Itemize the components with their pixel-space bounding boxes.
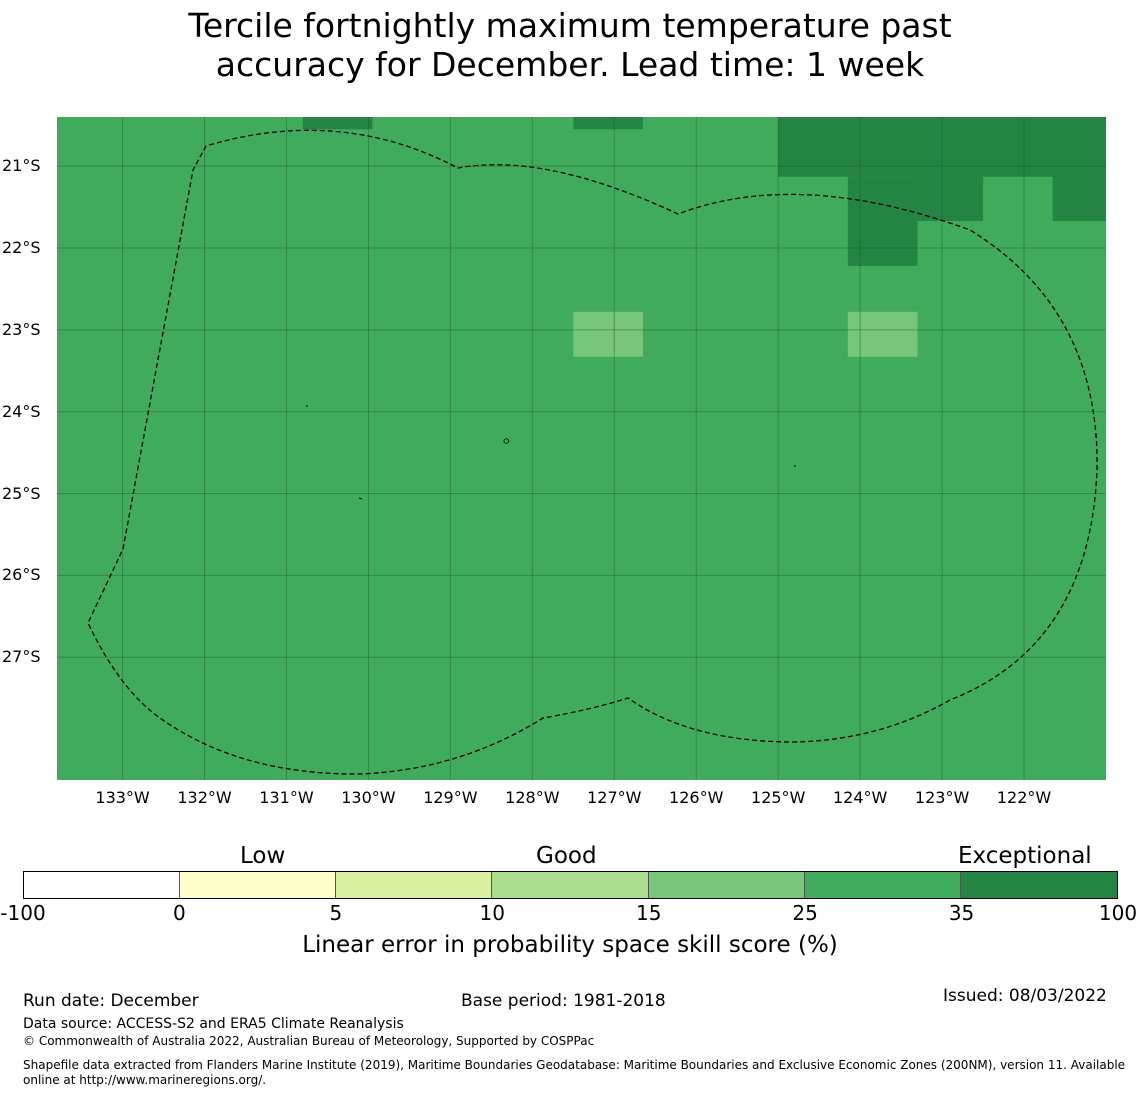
- colorbar-segment: [24, 872, 181, 898]
- longitude-label: 133°W: [95, 788, 150, 807]
- skill-cell: [1052, 117, 1106, 221]
- colorbar-segment: [804, 872, 961, 898]
- latitude-label: 22°S: [2, 237, 41, 257]
- colorbar-segment: [180, 872, 337, 898]
- skill-cells: [302, 117, 1106, 357]
- graticule: [57, 117, 1106, 780]
- skill-cell: [573, 117, 643, 130]
- skill-cell: [847, 176, 918, 266]
- colorbar-tick-label: 35: [948, 901, 975, 925]
- longitude-label: 123°W: [914, 788, 970, 807]
- longitude-label: 127°W: [587, 788, 642, 807]
- skill-cell: [573, 311, 643, 357]
- longitude-label: 124°W: [832, 788, 888, 807]
- colorbar-tick-label: 15: [635, 901, 662, 925]
- eez-boundary: [87, 129, 1098, 775]
- longitude-label: 129°W: [423, 788, 478, 807]
- latitude-label: 24°S: [2, 401, 41, 421]
- latitude-label: 23°S: [2, 319, 41, 339]
- latitude-label: 21°S: [2, 156, 41, 176]
- colorbar-segment: [492, 872, 649, 898]
- skill-map: [57, 117, 1106, 780]
- map-title: Tercile fortnightly maximum temperature …: [0, 6, 1140, 84]
- colorbar-category-low: Low: [240, 843, 286, 869]
- skill-cell: [778, 117, 918, 177]
- map-background: [57, 117, 1106, 780]
- title-line-2: accuracy for December. Lead time: 1 week: [215, 45, 925, 84]
- island-marker: [503, 438, 510, 444]
- longitude-label: 122°W: [996, 788, 1052, 807]
- skill-cell: [917, 117, 984, 221]
- longitude-label: 132°W: [177, 788, 232, 807]
- longitude-label: 126°W: [669, 788, 724, 807]
- skill-cell: [847, 311, 918, 357]
- run-date: Run date: December: [23, 991, 199, 1011]
- latitude-label: 27°S: [2, 647, 41, 667]
- colorbar-label: Linear error in probability space skill …: [302, 932, 838, 958]
- island-marker: [358, 497, 363, 500]
- data-source: Data source: ACCESS-S2 and ERA5 Climate …: [23, 1016, 404, 1032]
- skill-cell: [302, 117, 373, 130]
- colorbar: [23, 871, 1118, 899]
- colorbar-tick-label: 10: [479, 901, 506, 925]
- copyright: © Commonwealth of Australia 2022, Austra…: [23, 1034, 595, 1048]
- colorbar-segment: [648, 872, 805, 898]
- latitude-label: 25°S: [2, 483, 41, 503]
- colorbar-category-good: Good: [536, 843, 597, 869]
- latitude-label: 26°S: [2, 565, 41, 585]
- title-line-1: Tercile fortnightly maximum temperature …: [188, 6, 952, 45]
- issued-date: Issued: 08/03/2022: [943, 986, 1107, 1006]
- skill-cell: [983, 117, 1053, 177]
- colorbar-tick-label: 100: [1098, 901, 1138, 925]
- colorbar-tick-label: 25: [792, 901, 818, 925]
- colorbar-tick-label: 5: [329, 901, 343, 925]
- colorbar-segment: [960, 872, 1117, 898]
- longitude-label: 130°W: [341, 788, 396, 807]
- longitude-label: 128°W: [505, 788, 560, 807]
- longitude-label: 131°W: [259, 788, 314, 807]
- longitude-label: 125°W: [751, 788, 806, 807]
- colorbar-tick-label: 0: [173, 901, 186, 925]
- colorbar-category-exceptional: Exceptional: [958, 843, 1092, 869]
- colorbar-segment: [336, 872, 493, 898]
- colorbar-tick-label: -100: [0, 901, 46, 925]
- shapefile-note: Shapefile data extracted from Flanders M…: [23, 1058, 1126, 1087]
- base-period: Base period: 1981-2018: [461, 991, 666, 1011]
